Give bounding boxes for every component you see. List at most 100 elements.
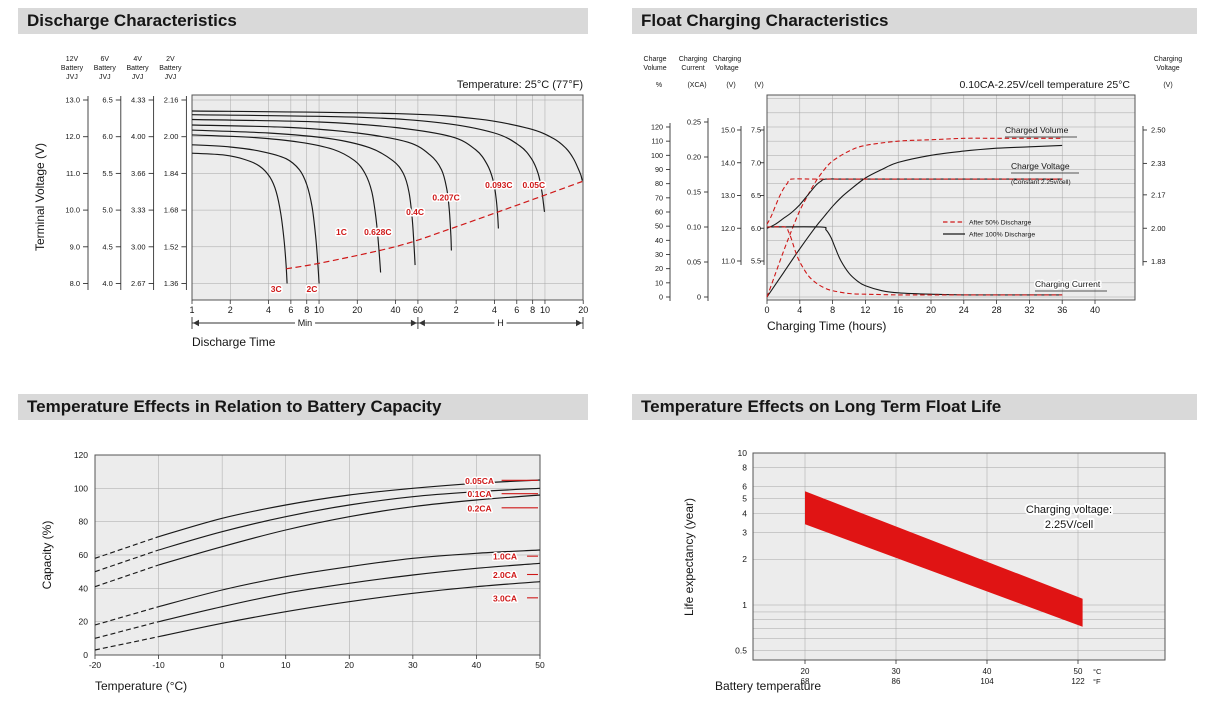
svg-text:8.0: 8.0 — [70, 279, 80, 288]
svg-text:0.2CA: 0.2CA — [468, 503, 492, 513]
svg-text:90: 90 — [655, 165, 663, 174]
svg-text:30: 30 — [892, 667, 901, 676]
svg-text:4V: 4V — [133, 56, 142, 63]
svg-text:1.36: 1.36 — [164, 279, 179, 288]
svg-text:Battery: Battery — [159, 65, 182, 72]
svg-text:6V: 6V — [101, 56, 110, 63]
svg-text:20: 20 — [345, 660, 355, 670]
svg-text:2.00: 2.00 — [1151, 224, 1166, 233]
svg-text:0: 0 — [659, 293, 663, 302]
svg-text:0.10: 0.10 — [687, 223, 701, 232]
svg-text:-10: -10 — [152, 660, 165, 670]
svg-text:2: 2 — [742, 554, 747, 564]
svg-text:30: 30 — [408, 660, 418, 670]
svg-text:After 100% Discharge: After 100% Discharge — [969, 232, 1035, 239]
svg-text:12V: 12V — [66, 56, 79, 63]
svg-text:Charge Voltage: Charge Voltage — [1011, 161, 1070, 171]
svg-text:0.628C: 0.628C — [364, 227, 391, 237]
svg-text:(V): (V) — [1163, 82, 1172, 89]
svg-text:8: 8 — [742, 463, 747, 473]
svg-text:0.20: 0.20 — [687, 153, 701, 162]
svg-text:20: 20 — [655, 264, 663, 273]
svg-text:10: 10 — [314, 305, 324, 315]
svg-text:JVJ: JVJ — [99, 74, 111, 81]
svg-text:6.5: 6.5 — [102, 96, 112, 105]
svg-text:10: 10 — [540, 305, 550, 315]
svg-text:(V): (V) — [726, 82, 735, 89]
svg-text:2C: 2C — [307, 284, 318, 294]
svg-text:4.00: 4.00 — [131, 132, 146, 141]
svg-text:20: 20 — [926, 305, 936, 315]
svg-text:0.15: 0.15 — [687, 188, 701, 197]
svg-text:(V): (V) — [754, 82, 763, 89]
svg-text:4.5: 4.5 — [102, 242, 112, 251]
svg-text:After 50% Discharge: After 50% Discharge — [969, 220, 1032, 227]
svg-text:Capacity (%): Capacity (%) — [40, 521, 54, 590]
svg-text:2.33: 2.33 — [1151, 159, 1166, 168]
svg-text:32: 32 — [1024, 305, 1034, 315]
svg-text:11.0: 11.0 — [66, 169, 80, 178]
svg-text:20: 20 — [801, 667, 810, 676]
svg-text:104: 104 — [980, 677, 994, 686]
svg-text:24: 24 — [959, 305, 969, 315]
svg-text:3.0CA: 3.0CA — [493, 593, 517, 603]
svg-text:11.0: 11.0 — [722, 257, 735, 266]
svg-text:3.33: 3.33 — [131, 206, 146, 215]
svg-text:0.093C: 0.093C — [485, 180, 512, 190]
svg-text:60: 60 — [79, 550, 89, 560]
svg-text:0.25: 0.25 — [687, 118, 701, 127]
svg-text:16: 16 — [893, 305, 903, 315]
svg-text:7.0: 7.0 — [751, 158, 761, 167]
svg-text:2.50: 2.50 — [1151, 126, 1166, 135]
svg-text:5.5: 5.5 — [102, 169, 112, 178]
svg-text:1.84: 1.84 — [164, 169, 179, 178]
svg-text:4: 4 — [266, 305, 271, 315]
svg-text:0.05CA: 0.05CA — [465, 476, 494, 486]
svg-text:1.68: 1.68 — [164, 206, 179, 215]
svg-text:2: 2 — [228, 305, 233, 315]
svg-text:H: H — [497, 318, 504, 328]
float-charging-title: Float Charging Characteristics — [632, 8, 1197, 34]
svg-text:Volume: Volume — [643, 65, 666, 72]
svg-text:40: 40 — [391, 305, 401, 315]
svg-text:20: 20 — [352, 305, 362, 315]
svg-text:2V: 2V — [166, 56, 175, 63]
svg-text:9.0: 9.0 — [70, 242, 80, 251]
svg-text:12: 12 — [860, 305, 870, 315]
svg-text:°C: °C — [1093, 667, 1102, 676]
svg-text:13.0: 13.0 — [721, 191, 735, 200]
svg-text:86: 86 — [892, 677, 901, 686]
svg-text:15.0: 15.0 — [721, 126, 735, 135]
svg-text:40: 40 — [79, 583, 89, 593]
svg-text:Charging Current: Charging Current — [1035, 279, 1101, 289]
float-charging-chart: 1201101009080706050403020100ChargeVolume… — [643, 56, 1182, 333]
svg-text:4: 4 — [492, 305, 497, 315]
svg-text:120: 120 — [74, 450, 88, 460]
svg-text:6: 6 — [742, 482, 747, 492]
float-life-title: Temperature Effects on Long Term Float L… — [632, 394, 1197, 420]
svg-text:JVJ: JVJ — [66, 74, 78, 81]
svg-text:5.0: 5.0 — [102, 206, 112, 215]
svg-text:10: 10 — [655, 278, 663, 287]
svg-text:Discharge Time: Discharge Time — [192, 335, 276, 349]
svg-text:1: 1 — [189, 305, 194, 315]
svg-text:Battery: Battery — [127, 65, 150, 72]
svg-text:12.0: 12.0 — [721, 224, 735, 233]
svg-text:Battery temperature: Battery temperature — [715, 679, 821, 693]
discharge-title: Discharge Characteristics — [18, 8, 588, 34]
svg-text:80: 80 — [655, 179, 663, 188]
svg-text:2.67: 2.67 — [131, 279, 146, 288]
svg-text:Life expectancy (year): Life expectancy (year) — [682, 498, 696, 616]
svg-text:40: 40 — [472, 660, 482, 670]
svg-text:0.05: 0.05 — [687, 258, 701, 267]
svg-text:Voltage: Voltage — [1156, 65, 1179, 72]
svg-text:2.16: 2.16 — [164, 96, 179, 105]
svg-text:JVJ: JVJ — [165, 74, 177, 81]
svg-text:(Constant 2.25v/cell): (Constant 2.25v/cell) — [1011, 179, 1071, 186]
svg-text:Charge: Charge — [644, 56, 667, 63]
svg-text:3C: 3C — [271, 284, 282, 294]
svg-text:100: 100 — [651, 151, 663, 160]
svg-text:-20: -20 — [89, 660, 102, 670]
